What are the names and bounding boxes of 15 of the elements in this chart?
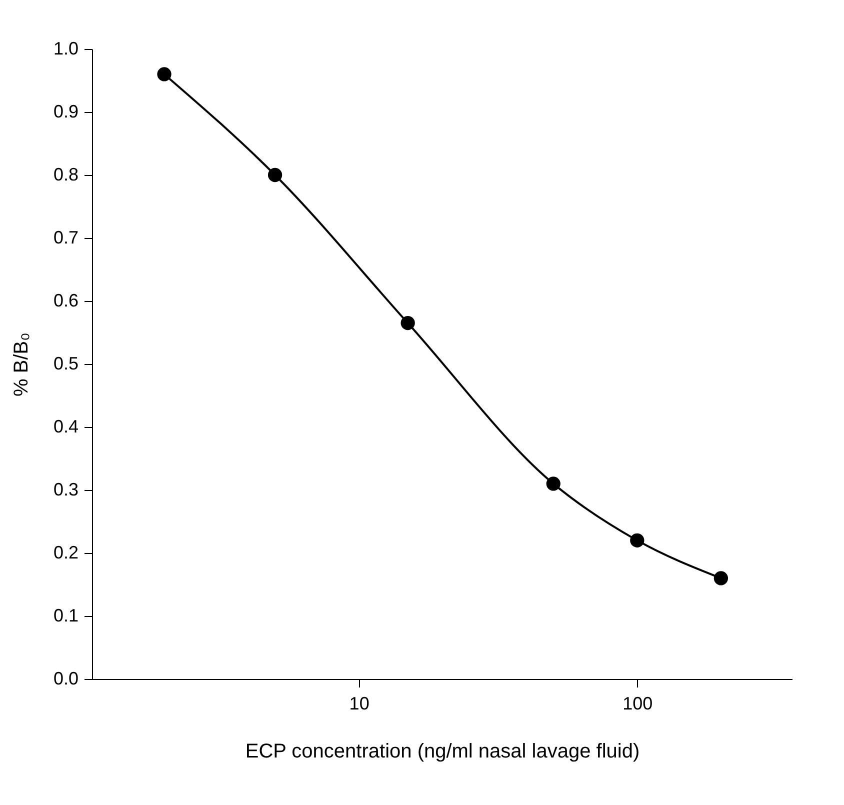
y-tick-label: 0.9	[53, 102, 78, 122]
x-tick-label: 10	[349, 694, 370, 714]
x-axis-title: ECP concentration (ng/ml nasal lavage fluid)	[245, 740, 640, 762]
y-tick-label: 1.0	[53, 38, 78, 58]
y-tick-label: 0.7	[53, 228, 78, 248]
y-tick-label: 0.6	[53, 290, 78, 310]
y-tick-label: 0.4	[53, 416, 78, 436]
y-tick-label: 0.8	[53, 164, 78, 184]
y-axis-title: % B/B₀	[10, 332, 32, 396]
x-tick-label: 100	[622, 694, 653, 714]
y-tick-label: 0.2	[53, 542, 78, 562]
y-tick-label: 0.0	[53, 668, 78, 688]
y-tick-label: 0.3	[53, 480, 78, 500]
y-tick-label: 0.1	[53, 606, 78, 626]
y-tick-label: 0.5	[53, 354, 78, 374]
